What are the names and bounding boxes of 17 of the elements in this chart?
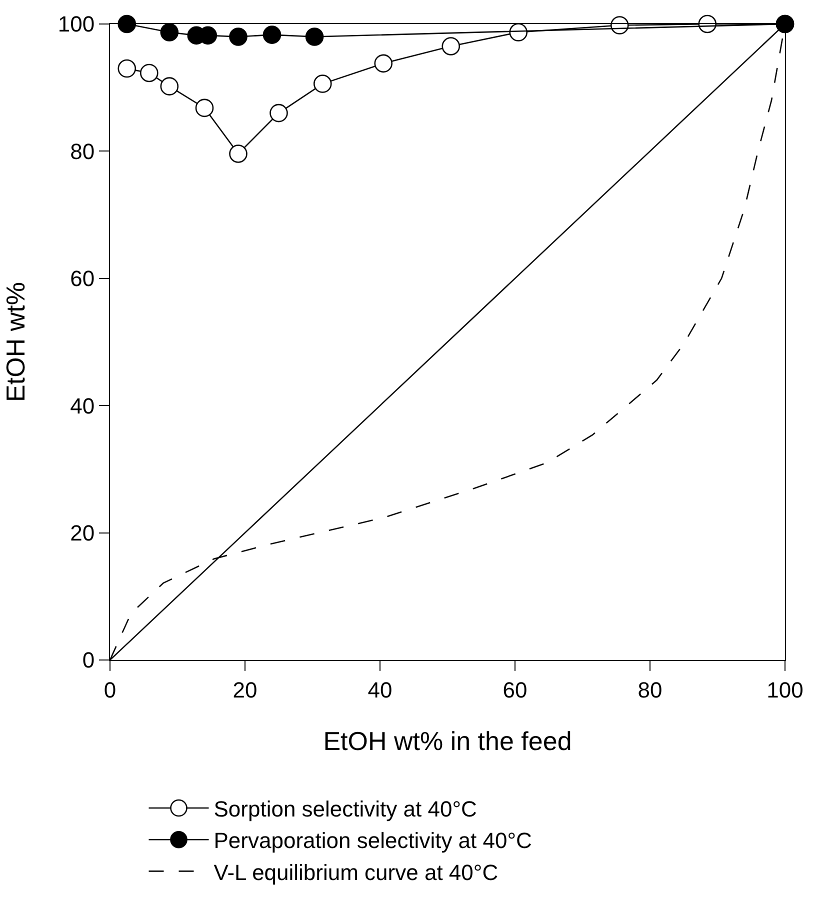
x-axis-title: EtOH wt% in the feed [323,726,572,756]
x-tick-label: 80 [638,677,662,702]
x-tick-label: 20 [232,677,258,702]
y-tick-label: 20 [70,520,95,546]
legend-label: Sorption selectivity at 40°C [214,796,478,822]
y-tick-label: 100 [58,12,95,37]
y-tick-label: 80 [70,138,95,164]
x-tick-label: 0 [104,677,116,702]
legend-label: Pervaporation selectivity at 40°C [214,828,532,854]
y-tick-label: 40 [70,393,95,418]
y-tick-label: 60 [70,266,95,292]
y-axis-title: EtOH wt% [0,282,30,402]
y-tick-label: 0 [82,648,95,673]
legend-label: V-L equilibrium curve at 40°C [214,860,498,885]
x-tick-label: 40 [368,677,392,702]
x-tick-label: 60 [502,677,528,702]
x-tick-label: 100 [766,677,804,702]
